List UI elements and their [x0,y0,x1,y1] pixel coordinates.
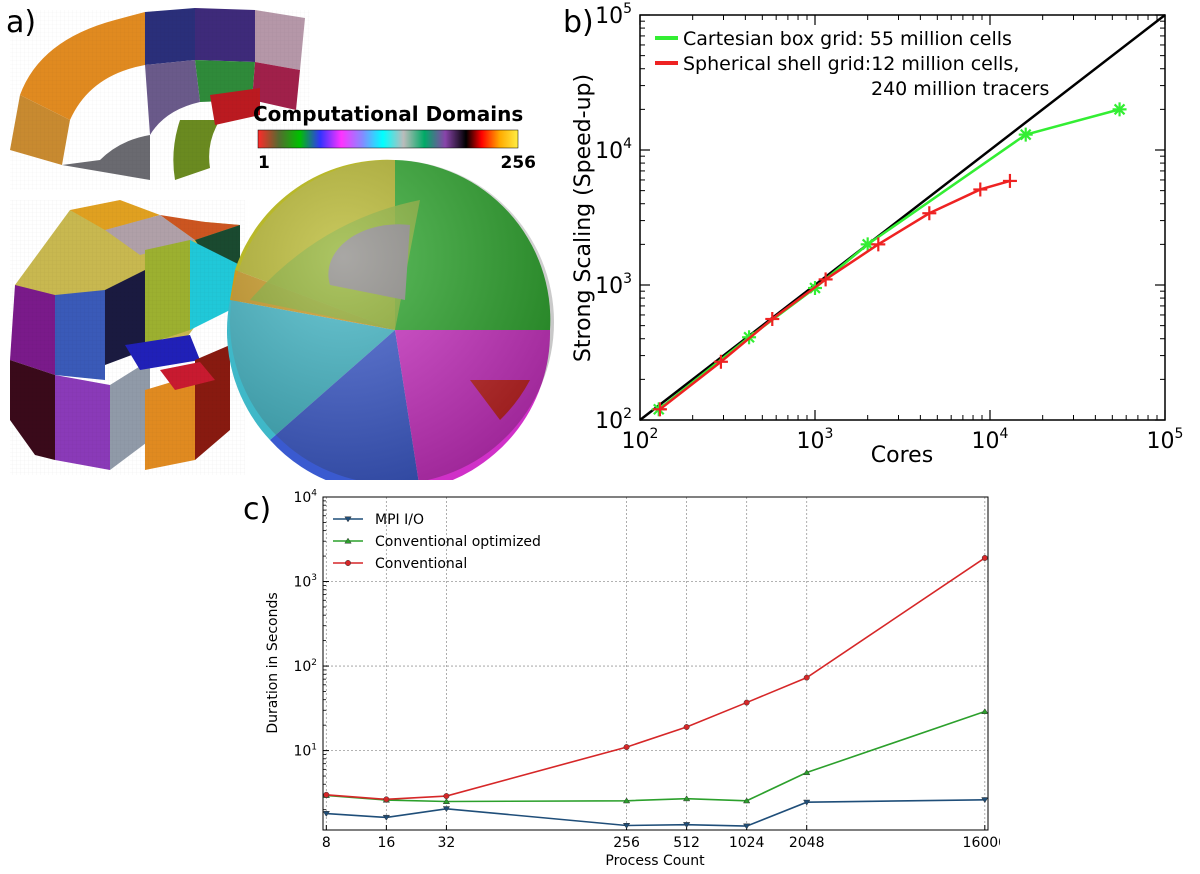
shell-sector-illustration [10,8,310,190]
io-duration-chart: 8 16 32 256 512 1024 2048 16000 101 102 103 104 MPI… [265,489,1000,869]
data-point-marker [622,823,631,829]
x-tick-label: 8 [322,835,331,851]
data-point-marker [1002,173,1017,188]
data-point-marker [818,272,833,287]
panel-label-b: b) [563,5,594,40]
data-point-marker [803,799,811,806]
spherical-shell-illustration [226,159,554,480]
y-tick-label: 103 [293,573,317,590]
legend-label: Spherical shell grid:12 million cells, [683,53,1019,75]
data-point-marker [973,182,988,197]
data-point-marker [345,560,351,566]
data-point-marker [623,744,630,751]
series-line-1 [326,710,986,803]
x-tick-label: 256 [613,835,640,851]
x-tick-label: 512 [673,835,700,851]
x-tick-label: 104 [972,426,1009,454]
y-tick-label: 104 [595,136,632,164]
y-tick-label: 105 [595,1,632,29]
data-point-marker [652,402,667,417]
data-point-marker [442,798,451,804]
data-point-marker [743,823,751,830]
data-point-marker [871,237,886,252]
x-tick-label: 102 [622,426,659,454]
panel-label-c: c) [243,492,272,527]
plot-frame [639,14,1166,421]
x-axis-label: Cores [871,443,933,468]
data-point-marker [443,793,450,800]
plot-frame [322,496,989,831]
legend-label: Conventional optimized [375,534,541,550]
colorbar-max-label: 256 [501,153,537,173]
series-line-0 [326,798,985,827]
domain-illustration: Computational Domains 1 256 [10,8,554,480]
data-point-marker [322,811,330,817]
data-point-marker [981,797,989,804]
data-point-marker [922,206,937,221]
data-point-marker [383,796,390,803]
data-point-marker [981,554,988,561]
x-tick-label: 103 [797,426,834,454]
series-line-2 [326,557,986,801]
data-point-marker [344,537,352,544]
box-grid-illustration [10,200,245,475]
domains-colorbar: Computational Domains 1 256 [253,102,536,173]
y-tick-label: 102 [293,658,317,675]
data-point-marker [743,797,751,804]
y-tick-label: 103 [595,271,632,299]
legend-label: 240 million tracers [871,78,1049,100]
data-point-marker [1112,102,1127,117]
y-tick-label: 101 [293,742,317,759]
colorbar-title: Computational Domains [253,102,523,126]
y-tick-label: 104 [293,489,317,506]
data-point-marker [803,674,810,681]
strong-scaling-chart: 102 103 104 105 102 103 104 105 Cartesian box g… [571,1,1184,468]
legend-label: MPI I/O [375,512,424,528]
x-tick-label: 16000 [963,835,1000,851]
colorbar-min-label: 1 [258,153,270,173]
x-tick-label: 16 [377,835,395,851]
data-point-marker [860,237,875,252]
data-point-marker [981,708,989,715]
x-axis-label: Process Count [605,853,705,869]
data-point-marker [344,516,352,523]
data-point-marker [713,354,728,369]
y-axis-label: Strong Scaling (Speed-up) [571,74,596,362]
data-point-marker [803,769,811,776]
series-line-1 [659,179,1011,411]
x-tick-label: 32 [437,835,455,851]
data-point-marker [683,724,690,731]
x-tick-label: 1024 [729,835,765,851]
legend-label: Cartesian box grid: 55 million cells [683,28,1012,50]
data-point-marker [622,797,631,804]
x-tick-label: 2048 [789,835,825,851]
data-point-marker [382,814,391,821]
data-point-marker [682,822,691,829]
ideal-scaling-line [639,14,1166,421]
x-tick-label: 105 [1147,426,1184,454]
data-point-marker [765,311,780,326]
data-point-marker [682,795,691,802]
series-line-0 [657,108,1120,411]
data-point-marker [743,699,750,706]
y-tick-label: 102 [595,406,632,434]
colorbar-gradient [257,129,519,149]
data-point-marker [442,806,451,813]
y-axis-label: Duration in Seconds [265,592,281,733]
legend-label: Conventional [375,556,467,572]
data-point-marker [1018,127,1033,142]
data-point-marker [323,791,330,798]
